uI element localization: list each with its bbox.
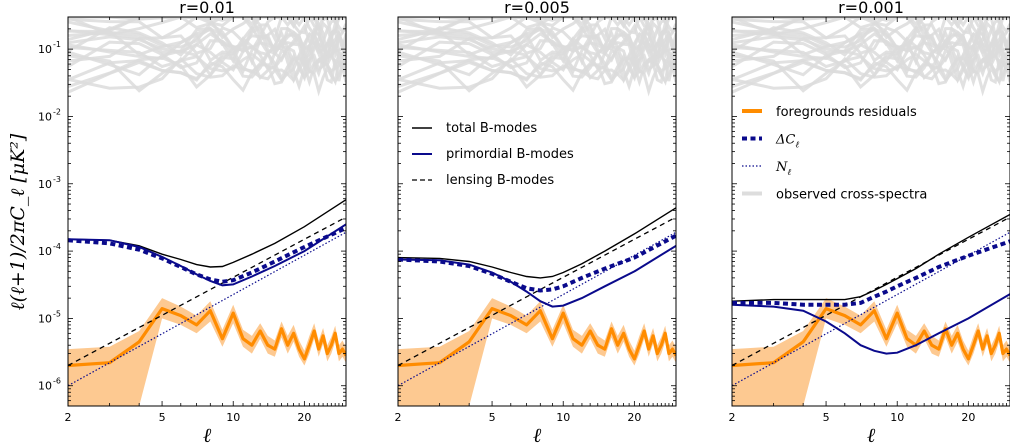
foreground-residuals-line bbox=[398, 307, 676, 368]
total-bmodes-line bbox=[68, 199, 346, 268]
legend-label: foregrounds residuals bbox=[776, 105, 917, 120]
y-tick-exponent: -1 bbox=[53, 40, 61, 49]
cross-spectrum-line bbox=[398, 30, 676, 71]
cross-spectrum-line bbox=[732, 29, 1010, 67]
total-bmodes-line bbox=[732, 213, 1010, 302]
lensing-line bbox=[398, 216, 676, 367]
y-tick-exponent: -4 bbox=[53, 242, 61, 251]
panel-title: r=0.01 bbox=[179, 0, 235, 17]
legend-label: lensing B-modes bbox=[446, 173, 554, 188]
primordial-bmodes-line bbox=[732, 293, 1010, 355]
x-tick-label: 20 bbox=[961, 411, 975, 424]
cross-spectrum-line bbox=[398, 53, 676, 93]
lensing-line bbox=[68, 216, 346, 367]
legend-label: Nℓ bbox=[775, 160, 791, 178]
cross-spectrum-line bbox=[732, 53, 1010, 93]
y-axis-label: ℓ(ℓ+1)/2πC_ℓ [μK²] bbox=[7, 133, 29, 310]
foreground-uncertainty-band bbox=[398, 298, 676, 406]
x-axis-label: ℓ bbox=[203, 423, 212, 447]
x-axis-label: ℓ bbox=[533, 423, 542, 447]
cross-spectrum-line bbox=[398, 37, 676, 84]
legend-bmodes: total B-modes primordial B-modes lensing B… bbox=[412, 121, 574, 188]
x-tick-label: 10 bbox=[890, 411, 904, 424]
x-tick-label: 5 bbox=[823, 411, 830, 424]
noise-line bbox=[732, 231, 1010, 387]
y-tick-exponent: -5 bbox=[53, 309, 61, 318]
foreground-residuals-line bbox=[68, 307, 346, 368]
foreground-residuals-line bbox=[732, 307, 1010, 368]
y-tick-label: 10 bbox=[38, 380, 52, 393]
y-tick-label: 10 bbox=[38, 178, 52, 191]
noise-line bbox=[68, 231, 346, 387]
legend-components: foregrounds residuals ΔCℓ Nℓ observed cross… bbox=[742, 105, 927, 203]
cross-spectrum-line bbox=[68, 37, 346, 84]
delta-cl-line bbox=[68, 226, 346, 284]
foreground-uncertainty-band bbox=[68, 298, 346, 406]
noise-line bbox=[398, 231, 676, 387]
x-tick-label: 2 bbox=[65, 411, 72, 424]
plot-area bbox=[68, 17, 346, 406]
x-axis-label: ℓ bbox=[867, 423, 876, 447]
legend-label: ΔCℓ bbox=[775, 133, 799, 151]
x-tick-label: 5 bbox=[489, 411, 496, 424]
y-tick-label: 10 bbox=[38, 245, 52, 258]
delta-cl-line bbox=[732, 239, 1010, 307]
x-tick-label: 2 bbox=[729, 411, 736, 424]
foreground-uncertainty-band bbox=[732, 298, 1010, 406]
y-tick-exponent: -3 bbox=[53, 175, 61, 184]
legend-label: observed cross-spectra bbox=[776, 188, 927, 203]
x-tick-label: 10 bbox=[556, 411, 570, 424]
panel-title: r=0.001 bbox=[838, 0, 904, 17]
cross-spectrum-line bbox=[68, 30, 346, 71]
plot-frame bbox=[397, 16, 677, 407]
x-tick-label: 2 bbox=[395, 411, 402, 424]
panel-2: r=0.005 2 5 10 20 ℓ bbox=[395, 0, 677, 447]
plot-area bbox=[732, 17, 1010, 406]
panel-3: r=0.001 2 5 10 20 ℓ bbox=[729, 0, 1010, 447]
plot-area bbox=[398, 17, 676, 406]
x-tick-label: 5 bbox=[159, 411, 166, 424]
x-tick-label: 20 bbox=[297, 411, 311, 424]
cross-spectrum-line bbox=[732, 37, 1010, 84]
cross-spectrum-line bbox=[68, 53, 346, 93]
y-tick-label: 10 bbox=[38, 312, 52, 325]
y-tick-exponent: -6 bbox=[53, 377, 61, 386]
cross-spectrum-line bbox=[398, 29, 676, 67]
y-tick-label: 10 bbox=[38, 43, 52, 56]
plot-frame bbox=[67, 16, 347, 407]
y-tick-exponent: -2 bbox=[53, 107, 61, 116]
cross-spectrum-line bbox=[732, 30, 1010, 71]
cross-spectrum-line bbox=[68, 29, 346, 67]
y-tick-label: 10 bbox=[38, 110, 52, 123]
total-bmodes-line bbox=[398, 207, 676, 279]
panel-title: r=0.005 bbox=[504, 0, 570, 17]
plot-frame bbox=[731, 16, 1010, 407]
delta-cl-line bbox=[398, 233, 676, 293]
legend-label: total B-modes bbox=[446, 121, 537, 136]
x-tick-label: 10 bbox=[226, 411, 240, 424]
legend-label: primordial B-modes bbox=[446, 147, 574, 162]
x-tick-label: 20 bbox=[627, 411, 641, 424]
